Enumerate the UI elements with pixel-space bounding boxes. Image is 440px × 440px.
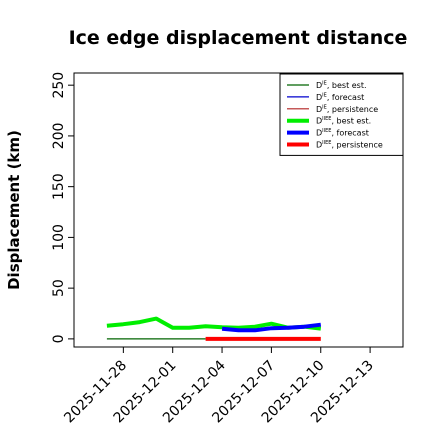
legend: DIE, best est.DIE, forecast DIE, persiste… <box>279 73 404 156</box>
x-axis: 2025-11-282025-12-012025-12-042025-12-07… <box>61 347 377 426</box>
y-axis: 0 50 100 150 200 250 <box>51 72 74 343</box>
plot-area <box>73 72 404 348</box>
y-tick-label: 100 <box>51 224 67 251</box>
legend-entry: DIE, persistence <box>316 104 378 114</box>
y-tick-label: 200 <box>51 123 67 150</box>
series-line-4 <box>221 322 322 333</box>
y-tick-label: 150 <box>51 173 67 200</box>
y-axis-label: Displacement (km) <box>5 130 23 290</box>
chart-title: Ice edge displacement distance <box>69 27 408 49</box>
legend-box <box>279 73 404 156</box>
y-tick-label: 0 <box>51 334 67 343</box>
legend-entry: DIIEE, best est. <box>316 116 371 126</box>
legend-entry: DIIEE, persistence <box>316 140 383 150</box>
legend-entry: DIIEE, forecast <box>316 128 369 138</box>
series-layer <box>106 316 322 341</box>
legend-entry: DIE, best est. <box>316 81 367 91</box>
y-tick-label: 50 <box>51 279 67 297</box>
y-tick-label: 250 <box>51 72 67 99</box>
legend-entry: DIE, forecast <box>316 92 364 102</box>
